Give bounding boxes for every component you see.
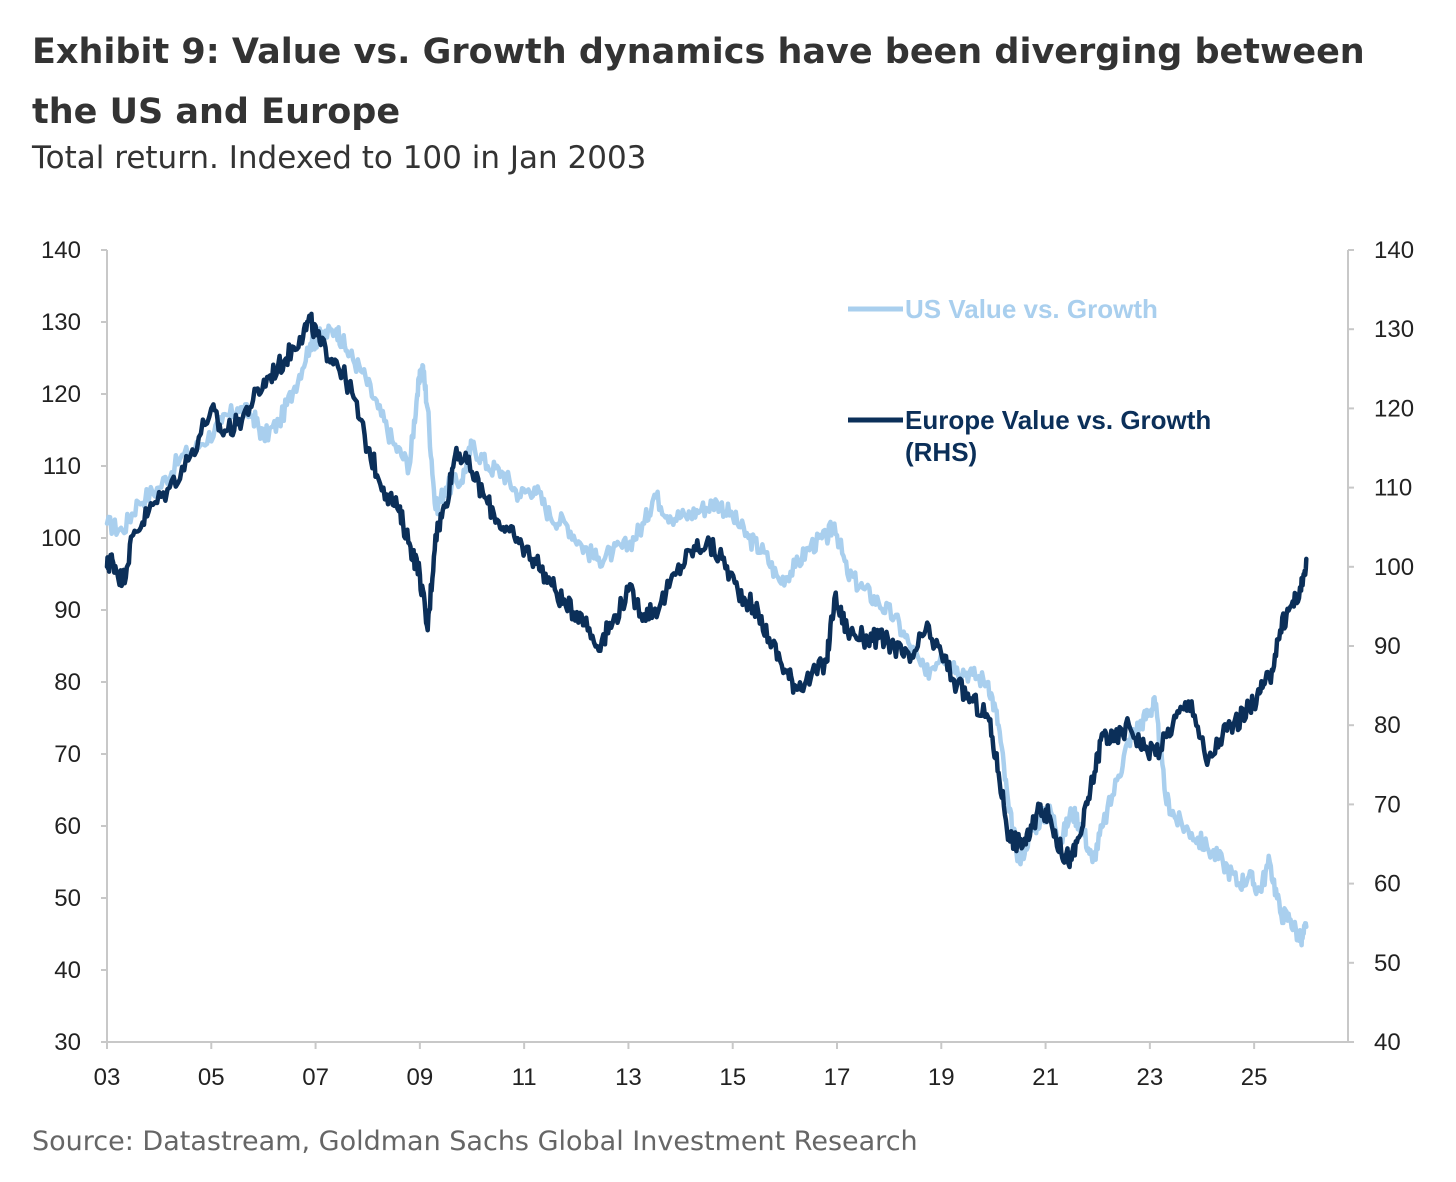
y-right-tick-label: 80 (1374, 712, 1401, 739)
us-value-growth-line (104, 323, 1309, 948)
legend-us-label: US Value vs. Growth (905, 294, 1158, 324)
x-tick-label: 21 (1032, 1064, 1059, 1091)
y-left-tick-label: 80 (54, 669, 81, 696)
y-left-tick-label: 50 (54, 885, 81, 912)
x-tick-label: 03 (94, 1064, 121, 1091)
y-left-tick-label: 30 (54, 1029, 81, 1056)
y-left-tick-label: 70 (54, 741, 81, 768)
x-tick-label: 05 (198, 1064, 225, 1091)
x-tick-label: 07 (302, 1064, 329, 1091)
y-right-tick-label: 50 (1374, 950, 1401, 977)
source-note: Source: Datastream, Goldman Sachs Global… (32, 1126, 918, 1157)
legend-europe-label-axis: (RHS) (905, 437, 977, 467)
legend-europe-label: Europe Value vs. Growth (905, 405, 1211, 435)
x-tick-label: 23 (1137, 1064, 1164, 1091)
y-right-tick-label: 130 (1374, 316, 1414, 343)
y-right-tick-label: 90 (1374, 633, 1401, 660)
x-tick-label: 19 (928, 1064, 955, 1091)
y-right-tick-label: 120 (1374, 395, 1414, 422)
y-right-tick-label: 40 (1374, 1029, 1401, 1056)
y-left-tick-label: 60 (54, 813, 81, 840)
y-left-tick-label: 100 (41, 525, 81, 552)
y-left-tick-label: 120 (41, 381, 81, 408)
y-left-tick-label: 140 (41, 237, 81, 264)
x-tick-label: 09 (407, 1064, 434, 1091)
chart-series (104, 311, 1309, 948)
europe-value-growth-line (104, 311, 1309, 870)
x-tick-label: 15 (719, 1064, 746, 1091)
chart-ticks: 140 130 120 110 100 90 80 70 60 50 40 30 140 130 120 11… (41, 237, 1414, 1091)
chart-title: Exhibit 9: Value vs. Growth dynamics hav… (32, 32, 1365, 132)
chart-subtitle: Total return. Indexed to 100 in Jan 2003 (32, 140, 647, 176)
x-tick-label: 17 (824, 1064, 851, 1091)
x-tick-label: 13 (615, 1064, 642, 1091)
y-left-tick-label: 90 (54, 597, 81, 624)
chart-legend: US Value vs. Growth Europe Value vs. Grow… (848, 294, 1211, 467)
y-right-tick-label: 70 (1374, 791, 1401, 818)
y-left-tick-label: 130 (41, 309, 81, 336)
y-right-tick-label: 110 (1374, 475, 1412, 502)
y-right-tick-label: 60 (1374, 871, 1401, 898)
x-tick-label: 11 (512, 1064, 537, 1091)
x-tick-label: 25 (1241, 1064, 1268, 1091)
chart-axes (106, 250, 1349, 1043)
y-left-tick-label: 110 (43, 453, 81, 480)
y-right-tick-label: 140 (1374, 237, 1414, 264)
y-left-tick-label: 40 (54, 957, 81, 984)
y-right-tick-label: 100 (1374, 554, 1414, 581)
